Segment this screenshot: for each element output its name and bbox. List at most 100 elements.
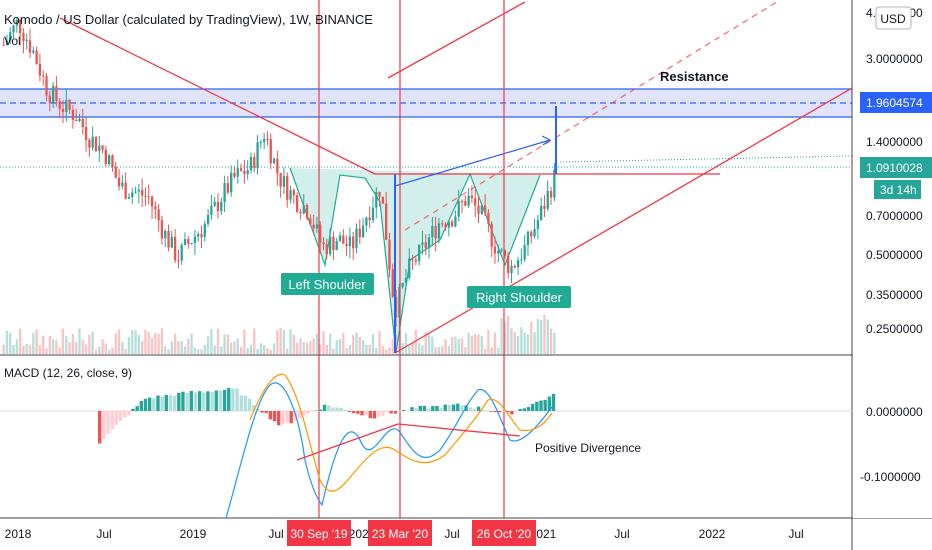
volume-bar bbox=[117, 329, 121, 354]
volume-bar bbox=[454, 336, 457, 354]
macd-histogram-bar bbox=[285, 411, 289, 423]
volume-bar bbox=[540, 319, 543, 354]
volume-bar bbox=[28, 344, 32, 354]
currency-button[interactable]: USD bbox=[875, 6, 912, 30]
volume-bar bbox=[134, 330, 137, 354]
candle-body bbox=[332, 236, 335, 251]
candle-body bbox=[127, 197, 131, 199]
volume-bar bbox=[394, 334, 398, 354]
right-shoulder-label: Right Shoulder bbox=[476, 290, 563, 305]
macd-histogram-bar bbox=[98, 411, 102, 444]
macd-histogram-bar bbox=[110, 411, 114, 430]
volume-bar bbox=[497, 347, 500, 354]
macd-histogram-bar bbox=[135, 406, 139, 411]
macd-histogram-bar bbox=[360, 411, 364, 416]
price-tick: 1.4000000 bbox=[866, 135, 923, 149]
candle-body bbox=[444, 224, 447, 228]
macd-histogram-bar bbox=[264, 411, 268, 414]
candle-body bbox=[101, 145, 104, 150]
candle-body bbox=[45, 75, 48, 96]
candle-body bbox=[173, 236, 177, 261]
macd-histogram-bar bbox=[543, 400, 547, 411]
candle-body bbox=[131, 192, 134, 198]
volume-bar bbox=[203, 344, 206, 354]
volume-bar bbox=[144, 329, 147, 354]
volume-bar bbox=[487, 329, 490, 354]
candle-body bbox=[246, 170, 249, 174]
macd-histogram-bar bbox=[468, 407, 472, 411]
candle-body bbox=[269, 139, 272, 164]
candle-body bbox=[141, 189, 144, 196]
macd-histogram-bar bbox=[164, 394, 168, 411]
volume-bar bbox=[266, 347, 269, 354]
volume-bar bbox=[223, 334, 226, 354]
macd-histogram-bar bbox=[489, 411, 493, 412]
macd-histogram-bar bbox=[443, 404, 447, 411]
candle-body bbox=[124, 182, 127, 199]
candle-body bbox=[394, 296, 398, 318]
macd-label: MACD (12, 26, close, 9) bbox=[4, 366, 132, 380]
volume-bar bbox=[516, 335, 520, 354]
candle-body bbox=[58, 100, 61, 109]
macd-histogram-bar bbox=[460, 405, 464, 411]
volume-bar bbox=[197, 349, 200, 354]
candle-body bbox=[388, 239, 391, 270]
candle-body bbox=[431, 225, 434, 238]
candle-body bbox=[411, 258, 414, 260]
macd-histogram-bar bbox=[368, 411, 372, 419]
candle-body bbox=[282, 176, 286, 187]
volume-bar bbox=[408, 346, 411, 354]
time-tick: Jul bbox=[614, 527, 629, 541]
candle-body bbox=[441, 223, 444, 225]
candle-body bbox=[530, 231, 533, 237]
macd-histogram-bar bbox=[551, 393, 556, 411]
macd-histogram-bar bbox=[547, 396, 552, 411]
volume-bar bbox=[319, 344, 322, 354]
candle-body bbox=[78, 118, 81, 122]
candle-body bbox=[12, 25, 15, 33]
volume-bar bbox=[88, 334, 91, 354]
candle-body bbox=[513, 265, 516, 268]
macd-histogram-bar bbox=[181, 391, 185, 411]
volume-bar bbox=[75, 342, 78, 354]
candle-body bbox=[375, 191, 378, 208]
volume-bar bbox=[190, 333, 193, 354]
volume-bar bbox=[226, 334, 230, 354]
positive-divergence-label: Positive Divergence bbox=[535, 441, 641, 455]
volume-bar bbox=[177, 341, 180, 354]
macd-histogram-bar bbox=[197, 391, 202, 411]
resistance-label: Resistance bbox=[660, 69, 729, 84]
candle-body bbox=[239, 168, 243, 171]
macd-histogram-bar bbox=[347, 411, 352, 413]
volume-bar bbox=[378, 330, 381, 354]
volume-bar bbox=[520, 327, 523, 354]
volume-bar bbox=[101, 339, 104, 354]
price-axis[interactable]: 4.5000000 3.0000000 1.4000000 0.7000000 … bbox=[853, 0, 932, 518]
volume-bar bbox=[500, 318, 503, 354]
macd-histogram-bar bbox=[139, 401, 143, 411]
volume-bar bbox=[477, 334, 480, 354]
volume-bar bbox=[549, 328, 553, 354]
volume-bar bbox=[180, 340, 183, 354]
volume-bar bbox=[355, 332, 358, 354]
candle-body bbox=[197, 234, 200, 237]
candle-body bbox=[477, 205, 480, 214]
volume-bar bbox=[276, 330, 279, 354]
candle-body bbox=[91, 136, 94, 148]
volume-bar bbox=[530, 321, 533, 354]
volume-bar bbox=[385, 349, 388, 354]
macd-histogram-bar bbox=[518, 408, 522, 411]
volume-bar bbox=[127, 336, 131, 354]
candle-body bbox=[533, 228, 536, 237]
time-axis[interactable]: 2018 Jul 2019 Jul 2020 Jul 2021 Jul 2022… bbox=[5, 520, 804, 546]
candle-body bbox=[480, 205, 483, 214]
candle-body bbox=[15, 20, 18, 26]
candle-body bbox=[177, 260, 180, 262]
macd-histogram-bar bbox=[389, 411, 393, 414]
candle-body bbox=[5, 40, 9, 45]
volume-bar bbox=[131, 330, 134, 354]
candle-body bbox=[526, 231, 530, 246]
volume-bar bbox=[345, 348, 348, 354]
volume-bar bbox=[332, 348, 335, 354]
